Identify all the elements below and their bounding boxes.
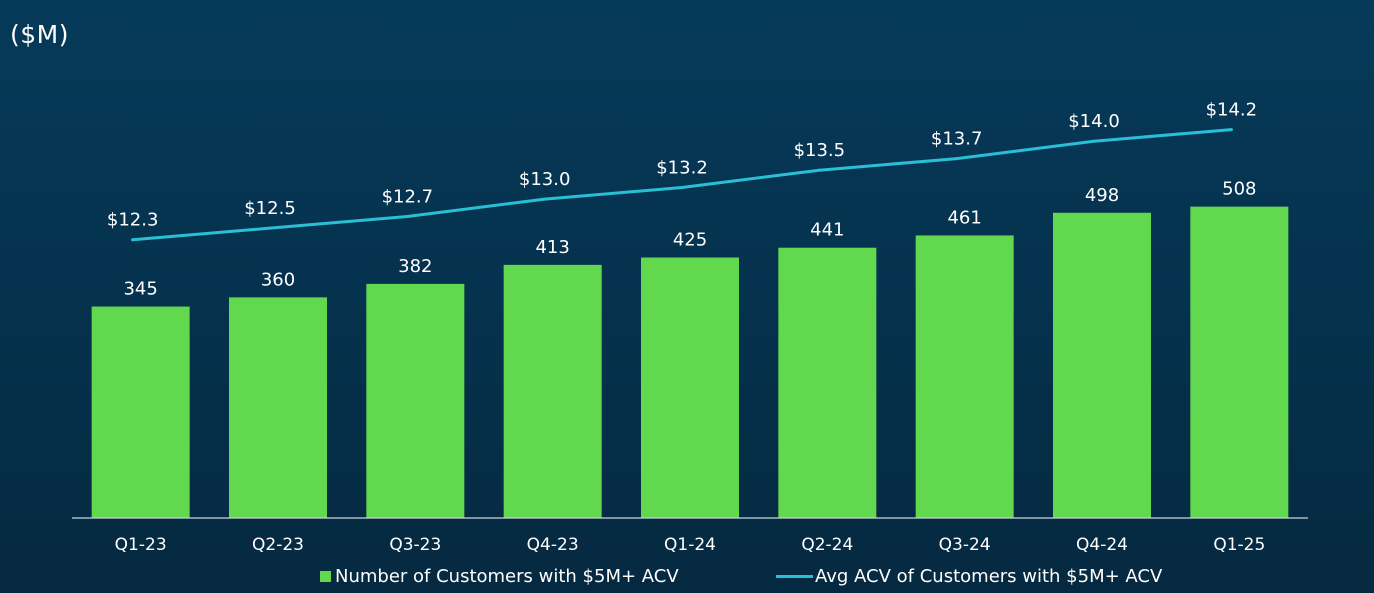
x-tick-label: Q1-25 (1213, 535, 1265, 555)
avg-acv-point (1092, 139, 1096, 143)
bars-layer (91, 206, 1289, 519)
legend-label-line: Avg ACV of Customers with $5M+ ACV (815, 566, 1163, 587)
x-tick-label: Q3-23 (389, 535, 441, 555)
bar-value-label: 425 (673, 230, 707, 251)
line-value-label: $14.2 (1206, 100, 1258, 121)
line-value-label: $12.5 (244, 198, 296, 219)
line-layer (131, 128, 1233, 242)
legend-item-line: Avg ACV of Customers with $5M+ ACV (776, 566, 1162, 587)
x-tick-label: Q4-23 (527, 535, 579, 555)
legend: Number of Customers with $5M+ ACV Avg AC… (0, 566, 1374, 592)
line-value-label: $14.0 (1068, 111, 1120, 132)
legend-swatch-line (776, 575, 813, 578)
bar-value-label: 345 (123, 279, 157, 300)
avg-acv-point (405, 215, 409, 219)
bar-Q2-24 (778, 247, 877, 519)
avg-acv-point (131, 238, 135, 242)
bar-value-label: 413 (535, 237, 569, 258)
bar-value-label: 360 (261, 269, 295, 290)
line-value-label: $12.7 (382, 187, 434, 208)
line-value-label: $13.7 (931, 129, 983, 150)
line-value-label: $13.0 (519, 169, 571, 190)
bar-Q1-25 (1190, 206, 1289, 519)
avg-acv-point (955, 157, 959, 161)
unit-label: ($M) (10, 20, 69, 49)
bar-value-label: 441 (810, 220, 844, 241)
avg-acv-point (543, 197, 547, 201)
bar-value-label: 461 (947, 207, 981, 228)
bar-Q4-24 (1053, 212, 1151, 518)
bar-Q2-23 (229, 297, 327, 518)
avg-acv-point (268, 226, 272, 230)
avg-acv-point (680, 186, 684, 190)
line-value-label: $13.2 (656, 158, 708, 179)
bar-Q1-23 (91, 306, 190, 518)
x-tick-label: Q2-24 (801, 535, 853, 555)
legend-swatch-bars (320, 571, 331, 582)
bar-Q4-23 (503, 264, 602, 518)
line-value-label: $12.3 (107, 210, 159, 231)
x-tick-label: Q1-23 (115, 535, 167, 555)
legend-label-bars: Number of Customers with $5M+ ACV (335, 566, 679, 587)
bar-value-label: 382 (398, 256, 432, 277)
line-value-label: $13.5 (794, 140, 846, 161)
avg-acv-point (817, 168, 821, 172)
bar-value-label: 508 (1222, 179, 1256, 200)
bar-Q3-23 (366, 283, 465, 518)
x-tick-label: Q1-24 (664, 535, 716, 555)
labels-layer: 345 Q1-23 360 Q2-23 382 Q3-23 413 Q4-23 425 Q1-24… (107, 100, 1265, 555)
bar-value-label: 498 (1085, 185, 1119, 206)
x-tick-label: Q2-23 (252, 535, 304, 555)
avg-acv-point (1229, 128, 1233, 132)
bar-Q3-24 (915, 235, 1014, 519)
x-tick-label: Q3-24 (939, 535, 991, 555)
bar-Q1-24 (641, 257, 739, 518)
legend-item-bars: Number of Customers with $5M+ ACV (320, 566, 679, 587)
x-tick-label: Q4-24 (1076, 535, 1128, 555)
